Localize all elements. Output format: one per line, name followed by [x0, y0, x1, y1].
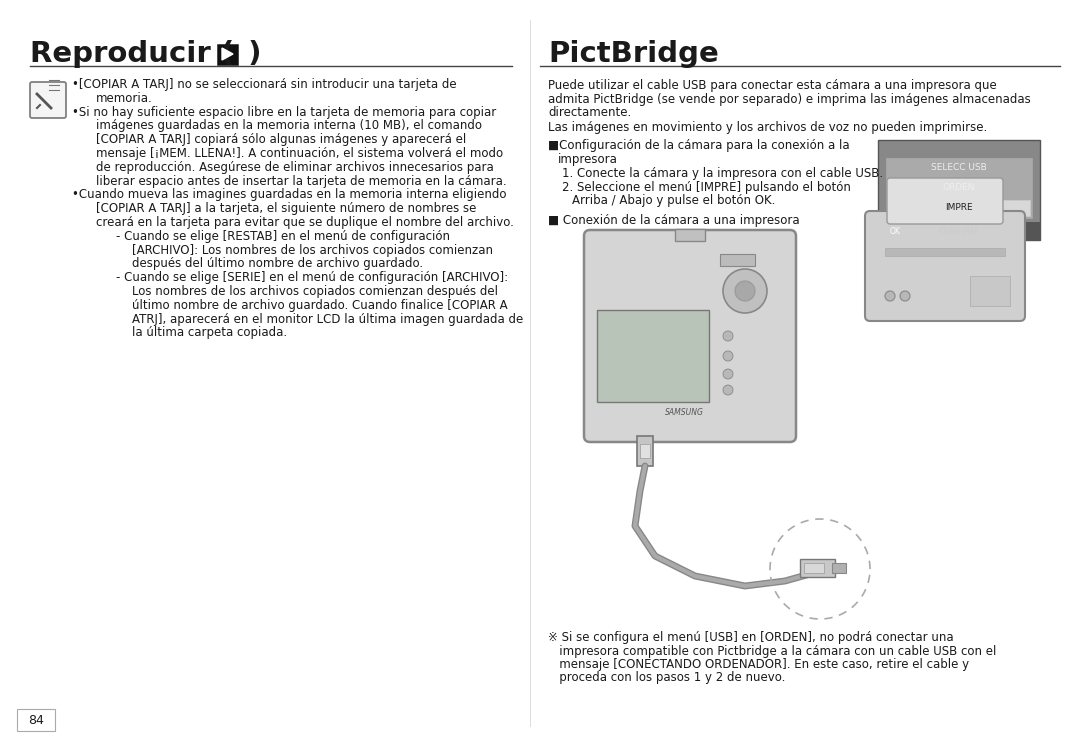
FancyBboxPatch shape: [887, 178, 1003, 224]
Circle shape: [900, 291, 910, 301]
Text: [COPIAR A TARJ] copiará sólo algunas imágenes y aparecerá el: [COPIAR A TARJ] copiará sólo algunas imá…: [96, 134, 467, 146]
Text: 84: 84: [28, 713, 44, 727]
Text: ■Configuración de la cámara para la conexión a la: ■Configuración de la cámara para la cone…: [548, 140, 850, 152]
Text: 2. Seleccione el menú [IMPRE] pulsando el botón: 2. Seleccione el menú [IMPRE] pulsando e…: [562, 181, 851, 193]
FancyBboxPatch shape: [17, 709, 55, 731]
Text: mensaje [CONECTANDO ORDENADOR]. En este caso, retire el cable y: mensaje [CONECTANDO ORDENADOR]. En este …: [548, 658, 969, 671]
Circle shape: [723, 351, 733, 361]
Text: Los nombres de los archivos copiados comienzan después del: Los nombres de los archivos copiados com…: [132, 285, 498, 298]
Text: último nombre de archivo guardado. Cuando finalice [COPIAR A: último nombre de archivo guardado. Cuand…: [132, 299, 508, 312]
Bar: [640, 444, 650, 458]
Text: - Cuando se elige [RESTAB] en el menú de configuración: - Cuando se elige [RESTAB] en el menú de…: [116, 230, 450, 242]
Text: PictBridge: PictBridge: [548, 40, 719, 68]
Text: Puede utilizar el cable USB para conectar esta cámara a una impresora que: Puede utilizar el cable USB para conecta…: [548, 79, 997, 92]
Text: - Cuando se elige [SERIE] en el menú de configuración [ARCHIVO]:: - Cuando se elige [SERIE] en el menú de …: [116, 272, 508, 284]
Text: ORDEN: ORDEN: [943, 184, 975, 192]
FancyBboxPatch shape: [217, 45, 237, 63]
Text: memoria.: memoria.: [96, 92, 152, 104]
Bar: [970, 276, 1010, 306]
Bar: [888, 200, 1030, 216]
Circle shape: [723, 385, 733, 395]
Text: •[COPIAR A TARJ] no se seleccionará sin introducir una tarjeta de: •[COPIAR A TARJ] no se seleccionará sin …: [72, 78, 457, 91]
Bar: [885, 248, 1005, 256]
FancyBboxPatch shape: [584, 230, 796, 442]
Text: la última carpeta copiada.: la última carpeta copiada.: [132, 327, 287, 339]
Text: liberar espacio antes de insertar la tarjeta de memoria en la cámara.: liberar espacio antes de insertar la tar…: [96, 175, 507, 187]
Circle shape: [723, 369, 733, 379]
Text: •Cuando mueva las imagines guardadas en la memoria interna eligiendo: •Cuando mueva las imagines guardadas en …: [72, 189, 507, 201]
Bar: [878, 222, 1040, 240]
Text: ■ Conexión de la cámara a una impresora: ■ Conexión de la cámara a una impresora: [548, 214, 799, 227]
Text: de reproducción. Asegúrese de eliminar archivos innecesarios para: de reproducción. Asegúrese de eliminar a…: [96, 161, 494, 174]
Text: [ARCHIVO]: Los nombres de los archivos copiados comienzan: [ARCHIVO]: Los nombres de los archivos c…: [132, 244, 492, 257]
Bar: [800, 559, 835, 577]
Bar: [675, 229, 705, 241]
FancyBboxPatch shape: [865, 211, 1025, 321]
Text: [COPIAR A TARJ] a la tarjeta, el siguiente número de nombres se: [COPIAR A TARJ] a la tarjeta, el siguien…: [96, 202, 476, 215]
Circle shape: [723, 331, 733, 341]
Circle shape: [735, 281, 755, 301]
Text: ): ): [238, 40, 261, 68]
Text: IMPRE: IMPRE: [945, 204, 973, 213]
Text: creará en la tarjeta para evitar que se duplique el nombre del archivo.: creará en la tarjeta para evitar que se …: [96, 216, 514, 229]
Text: ATRJ], aparecerá en el monitor LCD la última imagen guardada de: ATRJ], aparecerá en el monitor LCD la úl…: [132, 313, 523, 325]
Text: Reproducir (: Reproducir (: [30, 40, 244, 68]
Bar: [832, 563, 846, 573]
Text: •Si no hay suficiente espacio libre en la tarjeta de memoria para copiar: •Si no hay suficiente espacio libre en l…: [72, 106, 496, 119]
Bar: [885, 225, 906, 237]
Text: impresora: impresora: [558, 153, 618, 166]
Text: 1. Conecte la cámara y la impresora con el cable USB.: 1. Conecte la cámara y la impresora con …: [562, 167, 883, 180]
Text: SELECC USB: SELECC USB: [931, 163, 987, 172]
FancyBboxPatch shape: [597, 310, 708, 402]
Bar: [804, 563, 824, 573]
Text: OK: OK: [890, 227, 901, 236]
Text: admita PictBridge (se vende por separado) e imprima las imágenes almacenadas: admita PictBridge (se vende por separado…: [548, 93, 1030, 105]
Text: después del último nombre de archivo guardado.: después del último nombre de archivo gua…: [132, 257, 423, 270]
Bar: [637, 436, 653, 466]
FancyBboxPatch shape: [30, 82, 66, 118]
Text: Arriba / Abajo y pulse el botón OK.: Arriba / Abajo y pulse el botón OK.: [572, 194, 775, 207]
Text: mensaje [¡MEM. LLENA!]. A continuación, el sistema volverá el modo: mensaje [¡MEM. LLENA!]. A continuación, …: [96, 147, 503, 160]
Text: CONFIRM: CONFIRM: [939, 227, 977, 236]
Text: ※ Si se configura el menú [USB] en [ORDEN], no podrá conectar una: ※ Si se configura el menú [USB] en [ORDE…: [548, 631, 954, 644]
Text: proceda con los pasos 1 y 2 de nuevo.: proceda con los pasos 1 y 2 de nuevo.: [548, 671, 785, 685]
Text: Las imágenes en movimiento y los archivos de voz no pueden imprimirse.: Las imágenes en movimiento y los archivo…: [548, 122, 987, 134]
Text: SAMSUNG: SAMSUNG: [665, 408, 704, 417]
Bar: [886, 158, 1032, 218]
Bar: [720, 254, 755, 266]
Text: impresora compatible con Pictbridge a la cámara con un cable USB con el: impresora compatible con Pictbridge a la…: [548, 645, 997, 657]
Circle shape: [723, 269, 767, 313]
Text: directamente.: directamente.: [548, 106, 631, 119]
Circle shape: [885, 291, 895, 301]
Polygon shape: [222, 48, 233, 60]
Text: imágenes guardadas en la memoria interna (10 MB), el comando: imágenes guardadas en la memoria interna…: [96, 119, 482, 132]
Bar: [878, 140, 1040, 240]
